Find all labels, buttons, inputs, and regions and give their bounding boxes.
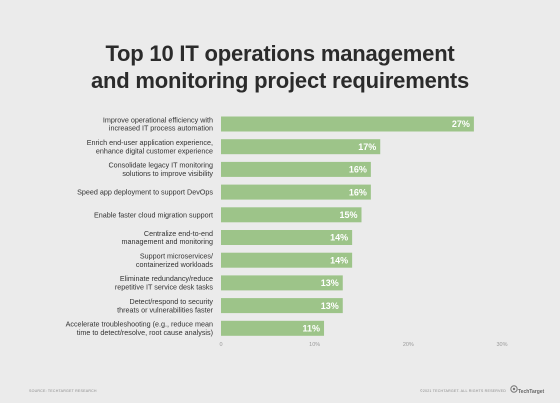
bar-value-label-5: 15%: [339, 210, 357, 220]
bar-2: [221, 139, 381, 155]
bar-value-label-9: 13%: [321, 301, 339, 311]
bar-8: [221, 275, 343, 291]
source-note: SOURCE: TECHTARGET RESEARCH: [29, 389, 97, 393]
category-label-6-line-2: management and monitoring: [122, 237, 214, 246]
chart-title-line-1: Top 10 IT operations management: [105, 41, 455, 66]
category-label-10-line-1: Accelerate troubleshooting (e.g., reduce…: [66, 320, 213, 329]
bar-7: [221, 252, 353, 268]
copyright-note: ©2021 TECHTARGET. ALL RIGHTS RESERVED: [419, 389, 506, 393]
x-tick-label-2: 10%: [309, 342, 320, 348]
category-label-7-line-2: containerized workloads: [136, 260, 214, 269]
category-label-3-line-2: solutions to improve visibility: [122, 169, 213, 178]
brand-name: TechTarget: [518, 389, 545, 395]
techtarget-logo-icon: [510, 385, 518, 393]
x-tick-label-4: 30%: [496, 342, 507, 348]
category-label-9-line-1: Detect/respond to security: [130, 297, 214, 306]
bar-6: [221, 230, 353, 245]
chart-title-line-2: and monitoring project requirements: [90, 68, 470, 93]
chart-title: Top 10 IT operations management and moni…: [0, 40, 560, 94]
bar-value-label-2: 17%: [358, 142, 376, 152]
x-tick-label-3: 20%: [403, 342, 414, 348]
category-label-10-line-2: time to detect/resolve, root cause analy…: [77, 328, 213, 337]
category-label-9-line-2: threats or vulnerabilities faster: [117, 305, 213, 314]
bar-1: [221, 116, 474, 132]
bar-3: [221, 161, 371, 177]
bar-value-label-6: 14%: [330, 233, 348, 243]
category-label-4-line-1: Speed app deployment to support DevOps: [77, 188, 213, 197]
bar-9: [221, 298, 343, 314]
bar-value-label-4: 16%: [349, 187, 367, 197]
category-label-1-line-2: increased IT process automation: [109, 124, 213, 133]
category-label-8-line-1: Eliminate redundancy/reduce: [120, 274, 213, 283]
category-label-3-line-1: Consolidate legacy IT monitoring: [108, 161, 213, 170]
bar-4: [221, 184, 371, 200]
bar-value-label-8: 13%: [321, 278, 339, 288]
category-label-8-line-2: repetitive IT service desk tasks: [115, 283, 214, 292]
bar-10: [221, 320, 325, 336]
bar-value-label-3: 16%: [349, 165, 367, 175]
category-label-5-line-1: Enable faster cloud migration support: [94, 210, 213, 219]
bar-value-label-7: 14%: [330, 255, 348, 265]
category-label-1-line-1: Improve operational efficiency with: [103, 115, 213, 124]
category-label-7-line-1: Support microservices/: [140, 252, 213, 261]
bar-5: [221, 207, 362, 223]
category-label-6-line-1: Centralize end-to-end: [144, 229, 213, 238]
category-label-2-line-2: enhance digital customer experience: [96, 146, 213, 155]
bar-value-label-10: 11%: [303, 324, 321, 334]
x-tick-label-1: 0: [219, 342, 222, 348]
bar-value-label-1: 27%: [452, 119, 470, 129]
category-label-2-line-1: Enrich end-user application experience,: [87, 138, 213, 147]
